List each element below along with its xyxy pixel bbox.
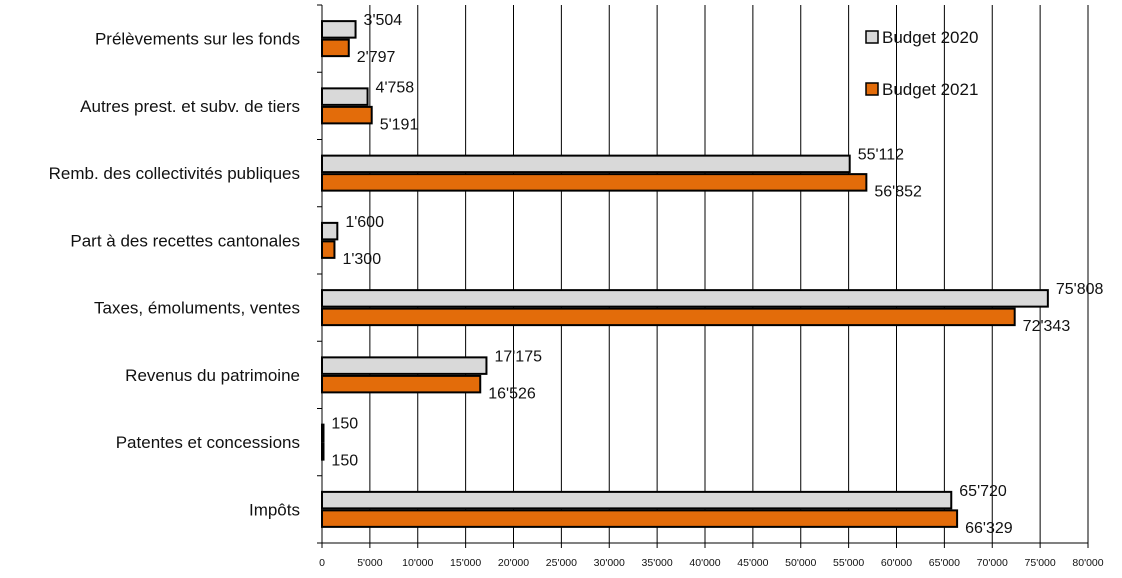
category-label: Taxes, émoluments, ventes bbox=[94, 299, 300, 318]
bar bbox=[321, 374, 482, 394]
category-label: Revenus du patrimoine bbox=[125, 366, 300, 385]
category-label: Autres prest. et subv. de tiers bbox=[80, 97, 300, 116]
category-label: Patentes et concessions bbox=[116, 433, 300, 452]
x-tick-label: 0 bbox=[319, 557, 325, 569]
category-label: Prélèvements sur les fonds bbox=[95, 30, 300, 49]
data-label: 1'300 bbox=[342, 251, 381, 268]
data-label: 75'808 bbox=[1056, 281, 1104, 298]
bar bbox=[321, 154, 851, 174]
x-tick-label: 20'000 bbox=[498, 557, 529, 569]
x-tick-label: 70'000 bbox=[977, 557, 1008, 569]
bar bbox=[321, 509, 959, 528]
data-label: 66'329 bbox=[965, 520, 1013, 537]
bar bbox=[321, 221, 339, 241]
legend-swatch bbox=[865, 30, 879, 44]
x-tick-label: 25'000 bbox=[546, 557, 577, 569]
bar bbox=[321, 289, 1049, 308]
category-label: Impôts bbox=[249, 500, 300, 519]
data-label: 150 bbox=[331, 416, 358, 433]
bar bbox=[321, 87, 369, 106]
data-label: 16'526 bbox=[488, 385, 536, 402]
category-label: Remb. des collectivités publiques bbox=[49, 164, 300, 183]
data-label: 17'175 bbox=[494, 348, 542, 365]
x-tick-label: 35'000 bbox=[642, 557, 673, 569]
data-label: 5'191 bbox=[380, 116, 419, 133]
data-label: 56'852 bbox=[874, 184, 922, 201]
data-label: 55'112 bbox=[858, 147, 904, 164]
data-label: 1'600 bbox=[345, 214, 384, 231]
data-label: 4'758 bbox=[376, 79, 415, 96]
bar bbox=[321, 490, 953, 510]
x-tick-label: 50'000 bbox=[785, 557, 816, 569]
bar bbox=[321, 442, 325, 461]
x-tick-label: 75'000 bbox=[1025, 557, 1056, 569]
bar bbox=[321, 173, 868, 192]
x-tick-label: 10'000 bbox=[402, 557, 433, 569]
x-tick-label: 55'000 bbox=[833, 557, 864, 569]
data-label: 2'797 bbox=[357, 49, 396, 66]
bar bbox=[321, 240, 336, 259]
bar bbox=[321, 38, 350, 58]
x-tick-label: 45'000 bbox=[737, 557, 768, 569]
x-tick-label: 40'000 bbox=[689, 557, 720, 569]
bar bbox=[321, 423, 325, 443]
x-tick-label: 65'000 bbox=[929, 557, 960, 569]
x-tick-label: 80'000 bbox=[1072, 557, 1103, 569]
x-tick-label: 15'000 bbox=[450, 557, 481, 569]
bar bbox=[321, 105, 373, 125]
legend-swatch bbox=[865, 82, 879, 96]
legend-label: Budget 2020 bbox=[882, 28, 978, 47]
data-label: 65'720 bbox=[959, 483, 1007, 500]
bar bbox=[321, 20, 357, 39]
data-label: 3'504 bbox=[364, 12, 403, 29]
x-tick-label: 30'000 bbox=[594, 557, 625, 569]
legend-label: Budget 2021 bbox=[882, 80, 978, 99]
x-tick-label: 60'000 bbox=[881, 557, 912, 569]
bar bbox=[321, 356, 488, 375]
data-label: 72'343 bbox=[1023, 318, 1071, 335]
data-label: 150 bbox=[331, 453, 358, 470]
x-tick-label: 5'000 bbox=[357, 557, 383, 569]
bar bbox=[321, 307, 1016, 327]
category-label: Part à des recettes cantonales bbox=[70, 231, 300, 250]
